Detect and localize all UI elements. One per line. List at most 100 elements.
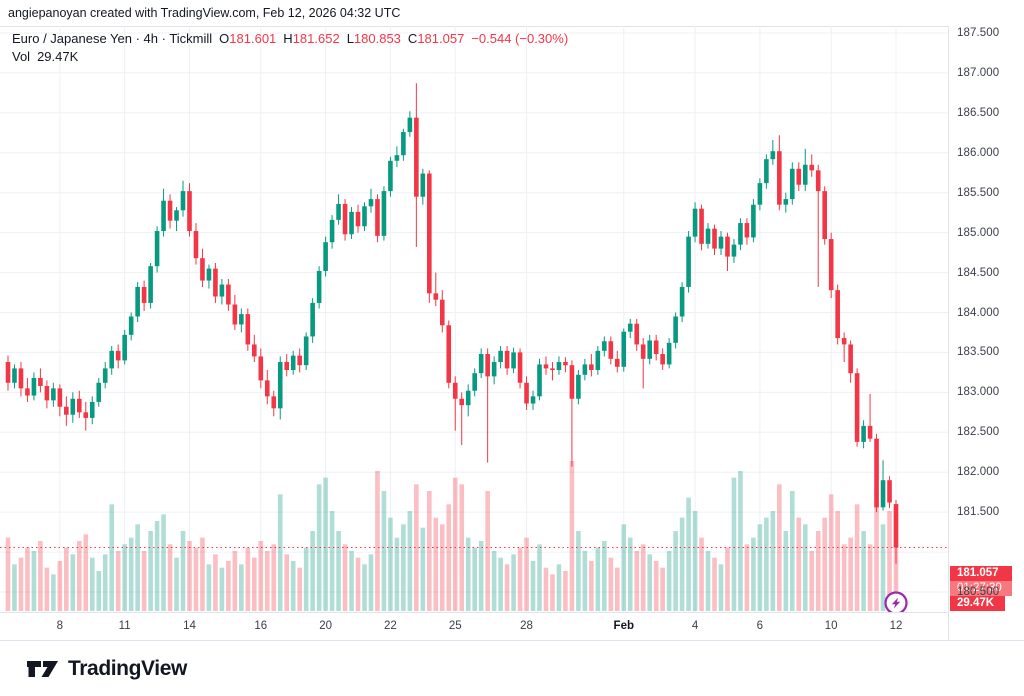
- volume-bar: [51, 574, 56, 611]
- alert-lightning-button[interactable]: [884, 591, 908, 615]
- candle-body: [25, 388, 30, 396]
- volume-bar: [751, 537, 756, 611]
- candle-body: [874, 438, 879, 508]
- volume-bar: [401, 524, 406, 611]
- candle-body: [569, 365, 575, 399]
- volume-bar: [511, 554, 516, 611]
- volume-bar: [491, 551, 497, 611]
- volume-bar: [135, 524, 140, 611]
- candle-body: [867, 425, 873, 439]
- price-axis[interactable]: 181.057 01:27:30 29.47K 187.500 187.000 18…: [949, 26, 1024, 640]
- volume-bar: [478, 541, 484, 611]
- candle-body: [264, 380, 270, 397]
- candle-body: [31, 377, 37, 396]
- volume-bar: [277, 494, 283, 611]
- candle-body: [135, 286, 140, 317]
- candle-body: [57, 388, 63, 407]
- candle-body: [582, 364, 588, 375]
- volume-bar: [731, 477, 737, 611]
- volume-bar: [57, 561, 63, 611]
- candle-body: [232, 304, 238, 325]
- volume-bar: [764, 517, 769, 611]
- volume-bar: [602, 541, 607, 611]
- candle-body: [433, 293, 439, 300]
- volume-bar: [368, 554, 374, 611]
- volume-bar: [128, 537, 134, 611]
- volume-bar: [770, 511, 776, 611]
- candle-body: [128, 316, 134, 335]
- candle-body: [368, 199, 374, 207]
- candle-body: [38, 377, 43, 386]
- volume-bar: [576, 531, 581, 611]
- candle-body: [537, 364, 542, 397]
- candle-body: [83, 412, 89, 418]
- candle-body: [70, 398, 76, 415]
- time-axis-label: 6: [756, 620, 764, 632]
- candle-body: [822, 191, 828, 240]
- volume-bar: [666, 551, 672, 611]
- price-axis-label: 182.500: [957, 426, 1000, 439]
- candle-body: [375, 199, 380, 236]
- price-axis-label: 184.000: [957, 306, 1000, 319]
- volume-bar: [64, 547, 69, 611]
- candle-body: [828, 239, 834, 291]
- volume-bar: [89, 557, 95, 611]
- volume-axis-badge: 29.47K: [950, 596, 1005, 611]
- volume-bar: [342, 544, 348, 611]
- candle-body: [446, 325, 452, 383]
- volume-bar: [621, 524, 627, 611]
- candle-body: [796, 168, 802, 185]
- candle-body: [206, 268, 212, 281]
- volume-bar: [608, 557, 614, 611]
- candle-body: [640, 344, 646, 359]
- time-axis-label: 10: [824, 620, 838, 632]
- volume-bar: [154, 521, 160, 611]
- volume-bar: [828, 494, 834, 611]
- time-axis[interactable]: 8 11 14 16 20 22 25 28 Feb 4 6 10 12: [0, 613, 948, 640]
- last-price-badge: 181.057: [950, 566, 1012, 581]
- volume-bar: [796, 517, 802, 611]
- candle-body: [76, 398, 82, 413]
- volume-bar: [783, 531, 789, 611]
- candle-body: [414, 117, 419, 197]
- candle-body: [854, 373, 860, 442]
- volume-bar: [141, 551, 147, 611]
- price-axis-label: 186.000: [957, 146, 1000, 159]
- volume-bar: [31, 551, 37, 611]
- volume-bar: [699, 537, 704, 611]
- volume-bar: [232, 551, 238, 611]
- candlestick-chart[interactable]: [0, 0, 948, 641]
- candle-body: [802, 164, 808, 185]
- price-axis-label: 187.000: [957, 66, 1000, 79]
- volume-bar: [264, 551, 270, 611]
- volume-bar: [627, 537, 633, 611]
- candle-body: [770, 151, 776, 160]
- candle-body: [200, 258, 205, 281]
- tradingview-logo[interactable]: TradingView: [26, 657, 187, 681]
- candle-body: [44, 385, 50, 401]
- volume-bar: [582, 551, 588, 611]
- volume-bar: [187, 541, 192, 611]
- price-axis-label: 185.000: [957, 226, 1000, 239]
- chart-legend: Euro / Japanese Yen · 4h · Tickmill O181…: [12, 31, 568, 46]
- volume-bar: [206, 564, 212, 611]
- candle-body: [530, 396, 536, 404]
- volume-bar: [193, 547, 199, 611]
- candle-body: [180, 191, 186, 211]
- volume-bar: [226, 561, 231, 611]
- candle-body: [887, 480, 892, 503]
- volume-bar: [180, 531, 186, 611]
- candle-body: [608, 341, 614, 359]
- candle-body: [323, 242, 328, 271]
- candle-body: [718, 236, 724, 249]
- candle-body: [524, 382, 529, 404]
- price-axis-label: 180.500: [957, 586, 1000, 598]
- volume-bar: [848, 537, 853, 611]
- change-value: −0.544 (−0.30%): [471, 31, 569, 46]
- candle-body: [517, 352, 523, 383]
- candle-body: [148, 266, 153, 303]
- volume-bar: [757, 524, 763, 611]
- volume-bar: [452, 477, 458, 611]
- volume-bar: [809, 551, 815, 611]
